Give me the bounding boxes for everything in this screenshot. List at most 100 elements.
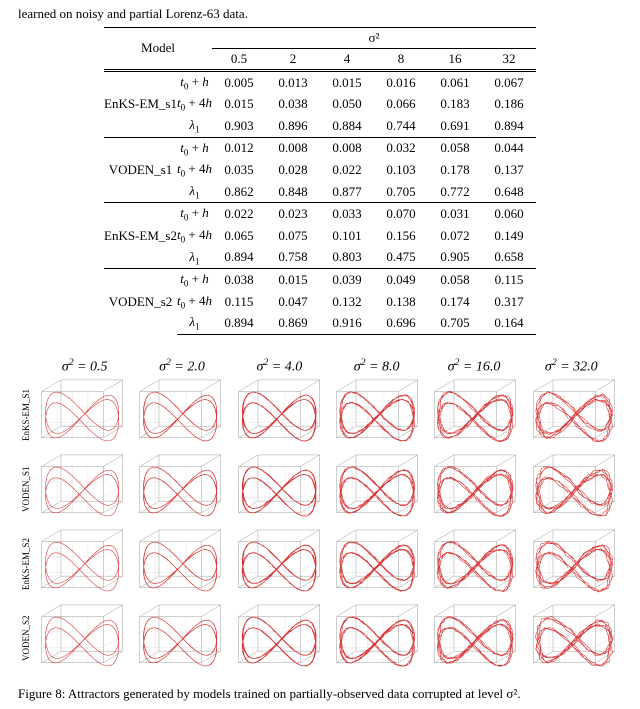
table-cell: 0.058 <box>428 137 482 159</box>
sigma-grid-label: σ2 = 32.0 <box>523 357 620 376</box>
table-cell: 0.015 <box>320 70 374 93</box>
attractor-panel <box>34 603 130 676</box>
grid-row-label: VODEN_S2 <box>18 602 34 675</box>
metric-label: t0 + h <box>177 203 212 225</box>
attractor-panel <box>231 603 327 676</box>
table-cell: 0.862 <box>212 181 266 203</box>
attractor-panel <box>329 603 425 676</box>
metric-label: λ1 <box>177 181 212 203</box>
table-cell: 0.012 <box>212 137 266 159</box>
table-cell: 0.696 <box>374 312 428 334</box>
table-cell: 0.475 <box>374 247 428 269</box>
table-cell: 0.016 <box>374 70 428 93</box>
table-cell: 0.903 <box>212 115 266 137</box>
attractor-panel <box>231 528 327 601</box>
table-cell: 0.132 <box>320 291 374 313</box>
table-cell: 0.061 <box>428 70 482 93</box>
table-cell: 0.658 <box>482 247 536 269</box>
sigma-grid-label: σ2 = 0.5 <box>36 357 133 376</box>
table-cell: 0.013 <box>266 70 320 93</box>
attractor-panel <box>427 378 523 451</box>
attractor-panel <box>231 378 327 451</box>
metric-label: t0 + 4h <box>177 291 212 313</box>
table-cell: 0.038 <box>212 269 266 291</box>
leading-text: learned on noisy and partial Lorenz-63 d… <box>18 6 622 23</box>
table-cell: 0.317 <box>482 291 536 313</box>
attractor-panel <box>526 528 622 601</box>
table-cell: 0.015 <box>212 93 266 115</box>
model-name: VODEN_s2 <box>104 269 177 335</box>
table-cell: 0.060 <box>482 203 536 225</box>
table-cell: 0.038 <box>266 93 320 115</box>
attractor-panel <box>34 453 130 526</box>
metric-label: t0 + h <box>177 137 212 159</box>
metric-label: t0 + h <box>177 70 212 93</box>
attractor-panel <box>132 528 228 601</box>
table-cell: 0.028 <box>266 159 320 181</box>
figure-caption: Figure 8: Attractors generated by models… <box>18 686 622 703</box>
attractor-panel <box>526 378 622 451</box>
model-name: EnKS-EM_s2 <box>104 203 177 269</box>
table-cell: 0.008 <box>320 137 374 159</box>
table-cell: 0.178 <box>428 159 482 181</box>
attractor-panel <box>329 378 425 451</box>
sigma-grid-label: σ2 = 2.0 <box>133 357 230 376</box>
table-cell: 0.896 <box>266 115 320 137</box>
sigma-col: 0.5 <box>212 48 266 70</box>
table-cell: 0.115 <box>482 269 536 291</box>
metric-label: t0 + 4h <box>177 225 212 247</box>
table-cell: 0.894 <box>212 247 266 269</box>
metric-label: t0 + h <box>177 269 212 291</box>
table-cell: 0.877 <box>320 181 374 203</box>
table-cell: 0.869 <box>266 312 320 334</box>
table-cell: 0.023 <box>266 203 320 225</box>
attractor-panel <box>329 528 425 601</box>
attractor-panel <box>526 453 622 526</box>
attractor-panel <box>34 528 130 601</box>
model-header: Model <box>104 27 212 70</box>
table-cell: 0.049 <box>374 269 428 291</box>
table-cell: 0.033 <box>320 203 374 225</box>
table-cell: 0.031 <box>428 203 482 225</box>
table-cell: 0.066 <box>374 93 428 115</box>
table-cell: 0.022 <box>320 159 374 181</box>
attractor-panel <box>427 603 523 676</box>
table-cell: 0.005 <box>212 70 266 93</box>
attractor-panel <box>329 453 425 526</box>
sigma-col: 2 <box>266 48 320 70</box>
table-cell: 0.705 <box>374 181 428 203</box>
table-cell: 0.050 <box>320 93 374 115</box>
table-cell: 0.035 <box>212 159 266 181</box>
table-cell: 0.032 <box>374 137 428 159</box>
table-cell: 0.174 <box>428 291 482 313</box>
attractor-panel <box>132 453 228 526</box>
table-cell: 0.916 <box>320 312 374 334</box>
table-cell: 0.044 <box>482 137 536 159</box>
model-name: EnKS-EM_s1 <box>104 70 177 137</box>
table-cell: 0.075 <box>266 225 320 247</box>
attractor-grid: σ2 = 0.5σ2 = 2.0σ2 = 4.0σ2 = 8.0σ2 = 16.… <box>18 357 622 676</box>
table-cell: 0.067 <box>482 70 536 93</box>
sigma-col: 32 <box>482 48 536 70</box>
table-cell: 0.894 <box>482 115 536 137</box>
metric-label: λ1 <box>177 115 212 137</box>
sigma-col: 4 <box>320 48 374 70</box>
sigma-col: 8 <box>374 48 428 70</box>
table-cell: 0.744 <box>374 115 428 137</box>
attractor-panel <box>231 453 327 526</box>
table-cell: 0.072 <box>428 225 482 247</box>
table-cell: 0.803 <box>320 247 374 269</box>
attractor-panel <box>427 453 523 526</box>
attractor-panel <box>132 603 228 676</box>
table-cell: 0.101 <box>320 225 374 247</box>
table-cell: 0.164 <box>482 312 536 334</box>
table-cell: 0.772 <box>428 181 482 203</box>
metric-label: λ1 <box>177 247 212 269</box>
table-cell: 0.070 <box>374 203 428 225</box>
grid-row-label: EnKS-EM_S2 <box>18 527 34 600</box>
table-cell: 0.848 <box>266 181 320 203</box>
table-cell: 0.186 <box>482 93 536 115</box>
table-cell: 0.648 <box>482 181 536 203</box>
table-cell: 0.103 <box>374 159 428 181</box>
table-cell: 0.047 <box>266 291 320 313</box>
